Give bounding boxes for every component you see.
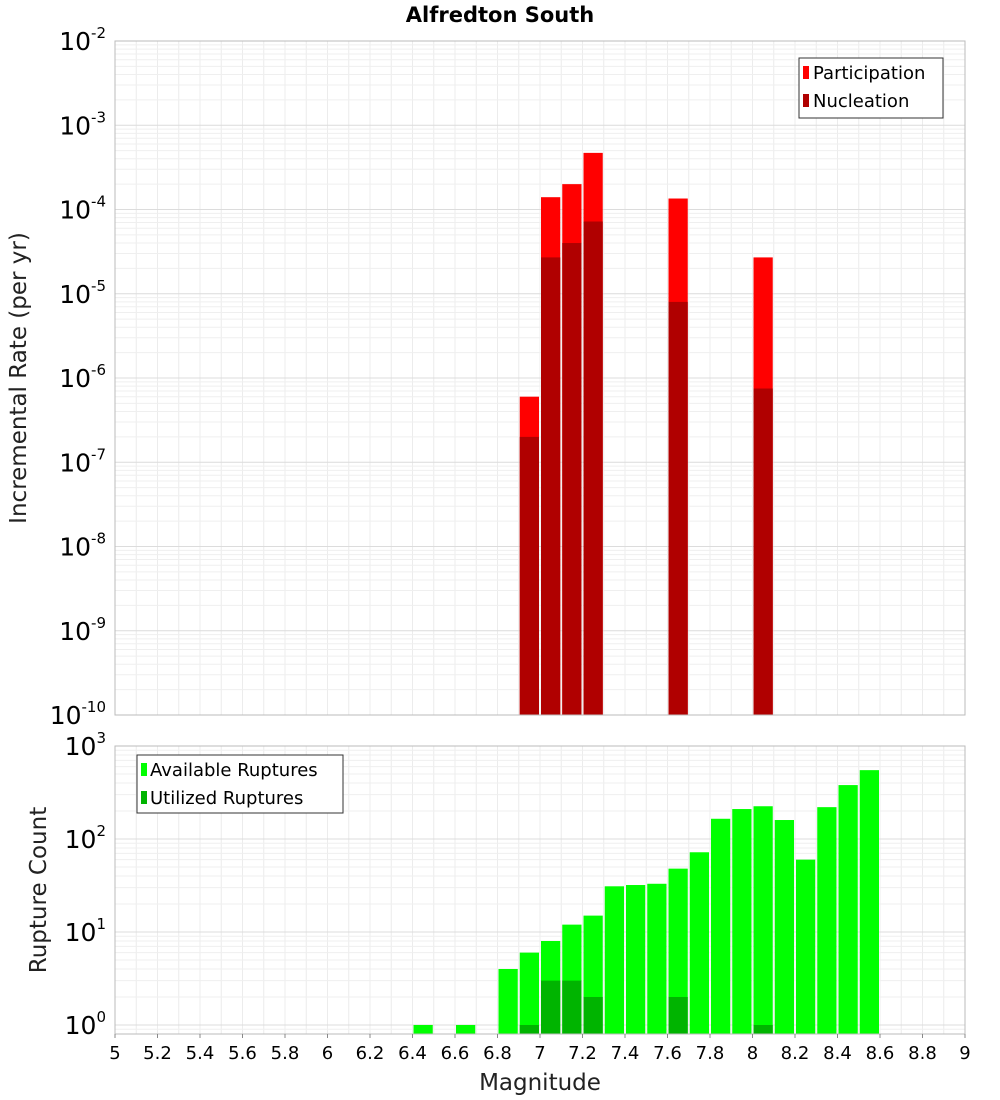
x-tick-label: 8.6	[866, 1043, 895, 1064]
y-tick-label: 10-6	[59, 361, 106, 393]
y-tick-label: 10-10	[50, 698, 106, 730]
y-tick-label: 100	[65, 1008, 106, 1040]
x-tick-label: 6	[322, 1043, 333, 1064]
x-tick-label: 5.8	[271, 1043, 300, 1064]
bar-nucleation	[562, 243, 582, 716]
x-tick-label: 8.4	[823, 1043, 852, 1064]
nucleation-swatch	[803, 94, 809, 107]
bar-nucleation	[753, 388, 773, 715]
bar-available-ruptures	[647, 883, 667, 1034]
available-legend-label: Available Ruptures	[150, 760, 318, 781]
rate-plot-gridlines	[114, 41, 966, 716]
x-tick-label: 5	[109, 1043, 120, 1064]
bar-nucleation	[583, 221, 603, 716]
rate-plot-frame	[114, 40, 966, 716]
count-y-axis-label: Rupture Count	[26, 807, 52, 973]
bar-available-ruptures	[774, 820, 794, 1034]
bar-utilized-ruptures	[753, 1024, 773, 1034]
rate-y-axis-label: Incremental Rate (per yr)	[6, 232, 32, 524]
participation-legend-label: Participation	[813, 63, 925, 84]
bar-utilized-ruptures	[519, 1024, 539, 1034]
x-tick-label: 8.8	[908, 1043, 937, 1064]
y-tick-label: 103	[65, 729, 106, 761]
bar-available-ruptures	[796, 859, 816, 1034]
chart-title: Alfredton South	[406, 3, 594, 27]
x-tick-label: 8.2	[781, 1043, 810, 1064]
bar-available-ruptures	[519, 952, 539, 1034]
bar-available-ruptures	[753, 806, 773, 1034]
bar-available-ruptures	[413, 1024, 433, 1034]
count-y-ticks: 103 102 101 100	[65, 729, 106, 1040]
bar-available-ruptures	[838, 785, 858, 1034]
available-swatch	[141, 763, 147, 776]
bar-utilized-ruptures	[562, 980, 582, 1034]
x-tick-label: 5.6	[228, 1043, 257, 1064]
x-tick-label: 6.2	[356, 1043, 385, 1064]
x-tick-label: 5.2	[143, 1043, 172, 1064]
bar-available-ruptures	[626, 885, 646, 1034]
bar-available-ruptures	[859, 770, 879, 1034]
bar-available-ruptures	[456, 1024, 476, 1034]
bar-nucleation	[668, 301, 688, 715]
x-tick-label: 7.4	[611, 1043, 640, 1064]
utilized-legend-label: Utilized Ruptures	[150, 788, 303, 809]
bar-available-ruptures	[732, 809, 752, 1034]
y-tick-label: 102	[65, 822, 106, 854]
participation-swatch	[803, 66, 809, 79]
x-tick-label: 6.8	[483, 1043, 512, 1064]
x-tick-label: 5.4	[186, 1043, 215, 1064]
x-tick-label: 7	[534, 1043, 545, 1064]
x-tick-label: 9	[959, 1043, 970, 1064]
count-plot-bars	[413, 770, 879, 1034]
bar-utilized-ruptures	[668, 996, 688, 1034]
y-tick-label: 101	[65, 915, 106, 947]
x-tick-label: 7.2	[568, 1043, 597, 1064]
x-tick-label: 6.4	[398, 1043, 427, 1064]
rate-legend-box	[798, 57, 944, 119]
bar-available-ruptures	[689, 852, 709, 1034]
magnitude-x-ticks: 5 5.2 5.4 5.6 5.8 6 6.2 6.4 6.6 6.8 7 7.2 7.4 7.6 7.8 8…	[109, 1034, 971, 1064]
x-tick-label: 6.6	[441, 1043, 470, 1064]
bar-utilized-ruptures	[583, 996, 603, 1034]
count-legend: Available Ruptures Utilized Ruptures	[136, 754, 344, 814]
y-tick-label: 10-8	[59, 530, 106, 562]
x-axis-label: Magnitude	[479, 1070, 601, 1096]
bar-available-ruptures	[498, 968, 518, 1034]
rate-y-ticks: 10-2 10-3 10-4 10-5 10-6 10-7 10-8 10-9 10-10	[50, 24, 106, 730]
y-tick-label: 10-3	[59, 108, 106, 140]
x-tick-label: 7.8	[696, 1043, 725, 1064]
bar-utilized-ruptures	[541, 980, 561, 1034]
bar-available-ruptures	[604, 886, 624, 1034]
bar-nucleation	[519, 436, 539, 715]
y-tick-label: 10-2	[59, 24, 106, 56]
bar-available-ruptures	[817, 807, 837, 1034]
y-tick-label: 10-5	[59, 277, 106, 309]
bar-nucleation	[541, 257, 561, 715]
y-tick-label: 10-4	[59, 193, 106, 225]
rate-legend: Participation Nucleation	[798, 57, 944, 119]
rate-plot-bars	[519, 152, 773, 716]
y-tick-label: 10-7	[59, 445, 106, 477]
nucleation-legend-label: Nucleation	[813, 91, 909, 112]
bar-available-ruptures	[711, 818, 731, 1034]
x-tick-label: 8	[747, 1043, 758, 1064]
x-tick-label: 7.6	[653, 1043, 682, 1064]
count-legend-box	[136, 754, 344, 814]
bar-available-ruptures	[668, 868, 688, 1034]
utilized-swatch	[141, 791, 147, 804]
y-tick-label: 10-9	[59, 614, 106, 646]
